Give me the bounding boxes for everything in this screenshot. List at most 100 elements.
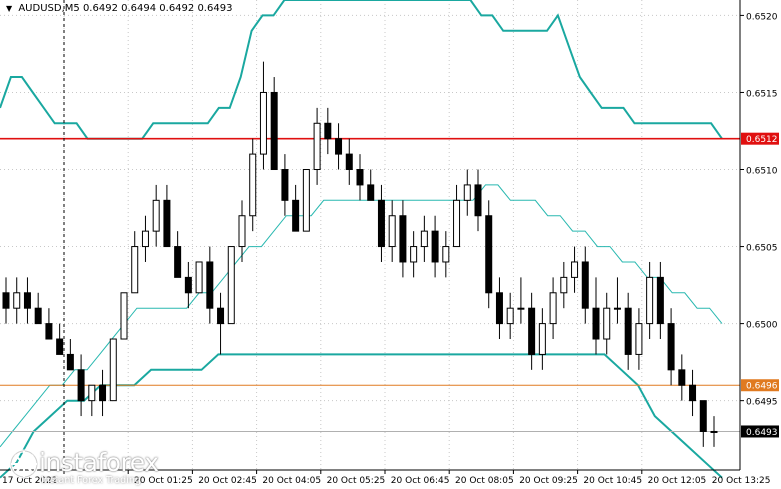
collapse-triangle-icon: ▼	[6, 4, 13, 13]
x-start-label: 17 Oct 2022	[2, 476, 58, 486]
x-tick-label: 20 Oct 06:45	[391, 476, 450, 486]
candle-body	[635, 323, 643, 355]
candle-body	[367, 184, 375, 201]
watermark-brand: instaforex	[39, 448, 159, 477]
x-tick-label: 20 Oct 08:05	[455, 476, 514, 486]
price-line-tag	[741, 132, 779, 145]
candle-body	[238, 215, 246, 248]
candle-body	[163, 199, 171, 248]
candle-body	[613, 307, 621, 310]
price-line-tag	[741, 379, 779, 392]
candle-body	[141, 230, 149, 248]
x-tick-label: 20 Oct 12:05	[648, 476, 707, 486]
x-tick-label: 20 Oct 02:45	[198, 476, 257, 486]
candle-body	[592, 307, 600, 340]
candle-body	[581, 261, 589, 309]
candle-body	[528, 307, 536, 355]
candles	[2, 61, 718, 447]
candle-body	[45, 323, 53, 340]
candle-body	[517, 307, 525, 310]
price-line-tag-label: 0.6512	[746, 135, 778, 145]
instaforex-logo-icon	[9, 449, 39, 479]
candle-body	[560, 276, 568, 294]
candle-body	[463, 184, 471, 201]
candle-body	[217, 307, 225, 325]
candle-body	[646, 276, 654, 325]
plot-background	[0, 0, 740, 470]
candle-body	[410, 246, 418, 263]
watermark-tagline: Instant Forex Trading	[41, 475, 141, 486]
candle-body	[66, 353, 74, 371]
candle-body	[99, 384, 107, 402]
candle-body	[656, 276, 664, 325]
candle-body	[710, 430, 718, 433]
candle-body	[13, 292, 21, 309]
candle-body	[377, 199, 385, 248]
candle-body	[506, 307, 514, 325]
grid	[0, 0, 740, 470]
candle-body	[34, 307, 42, 325]
x-tick-label: 20 Oct 01:25	[134, 476, 193, 486]
candle-body	[431, 230, 439, 263]
candle-body	[131, 246, 139, 294]
candle-body	[270, 91, 278, 171]
candle-body	[120, 292, 128, 340]
candle-body	[184, 276, 192, 294]
y-tick-label: 0.6510	[746, 167, 778, 177]
x-axis: 17 Oct 2022 20 Oct 01:25 20 Oct 02:45 20 Oc…	[2, 470, 770, 486]
candle-body	[485, 215, 493, 294]
candle-body	[667, 323, 675, 371]
candle-body	[603, 307, 611, 340]
current-price-label: 0.6493	[746, 428, 778, 438]
candle-body	[474, 184, 482, 217]
y-tick-label: 0.6520	[746, 12, 778, 22]
candle-body	[345, 153, 353, 171]
x-tick-label: 20 Oct 10:45	[583, 476, 642, 486]
candle-body	[23, 292, 31, 309]
candle-body	[88, 384, 96, 402]
candle-body	[678, 369, 686, 386]
candle-body	[109, 338, 117, 402]
x-tick-label: 20 Oct 09:25	[519, 476, 578, 486]
candle-body	[624, 307, 632, 355]
candle-body	[689, 384, 697, 402]
candle-body	[538, 323, 546, 355]
candle-body	[174, 246, 182, 278]
bollinger-middle-line	[0, 184, 723, 448]
candle-body	[259, 91, 267, 155]
candle-body	[399, 215, 407, 263]
x-tick-label: 20 Oct 05:25	[327, 476, 386, 486]
candle-body	[292, 199, 300, 232]
candle-body	[699, 400, 707, 432]
candle-body	[2, 292, 10, 309]
candle-body	[281, 169, 289, 201]
symbol-label: AUDUSD,M5	[18, 3, 80, 14]
candle-body	[227, 246, 235, 325]
symbol-header: ▼ AUDUSD,M5 0.6492 0.6494 0.6492 0.6493	[6, 3, 232, 14]
y-tick-label: 0.6500	[746, 321, 778, 331]
current-price-tag	[741, 425, 779, 438]
y-tick-label: 0.6495	[746, 398, 778, 408]
y-tick-label: 0.6505	[746, 244, 778, 254]
candle-body	[77, 369, 85, 402]
x-tick-label: 20 Oct 13:25	[712, 476, 771, 486]
candle-body	[420, 230, 428, 248]
x-tick-label: 20 Oct 04:05	[262, 476, 321, 486]
y-tick-label: 0.6515	[746, 89, 778, 99]
price-line-tag-label: 0.6496	[746, 382, 778, 392]
candle-body	[56, 338, 64, 355]
candle-body	[195, 261, 203, 294]
horizontal-lines	[0, 137, 740, 432]
candle-body	[249, 153, 257, 217]
candle-body	[571, 261, 579, 278]
candle-body	[302, 169, 310, 232]
y-axis: 0.6495 0.6500 0.6505 0.6510 0.6515 0.6520 0.65…	[740, 12, 779, 438]
candle-body	[388, 215, 396, 248]
watermark: instaforex Instant Forex Trading	[3, 444, 180, 488]
candle-body	[152, 199, 160, 232]
candle-body	[356, 169, 364, 186]
candle-body	[324, 122, 332, 140]
candle-body	[206, 261, 214, 309]
